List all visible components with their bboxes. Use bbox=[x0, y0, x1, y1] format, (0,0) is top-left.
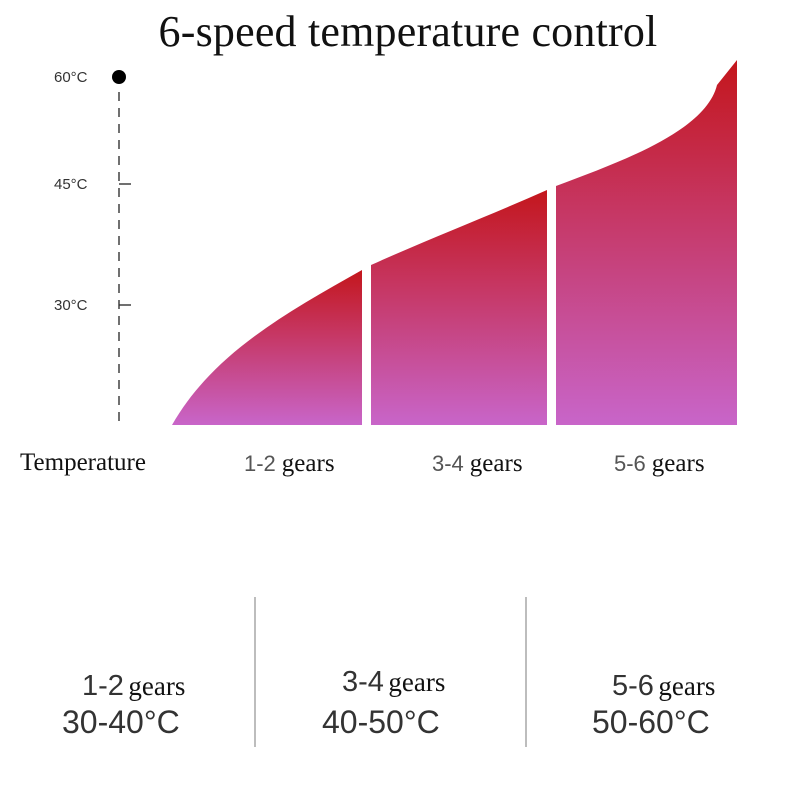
range-gear-label: 5-6 gears bbox=[612, 670, 715, 703]
x-category-word: gears bbox=[470, 450, 523, 477]
range-temperature: 40-50°C bbox=[322, 704, 440, 740]
range-gear-label: 1-2 gears bbox=[82, 670, 185, 703]
range-gear-number: 5-6 bbox=[612, 670, 654, 702]
y-tick-label: 30°C bbox=[54, 297, 88, 314]
range-divider bbox=[254, 597, 256, 747]
area-segment bbox=[556, 60, 737, 425]
x-category-label: 5-6 gears bbox=[614, 450, 705, 477]
y-tick-label: 45°C bbox=[54, 176, 88, 193]
range-gear-word: gears bbox=[658, 671, 716, 701]
x-axis-title: Temperature bbox=[20, 449, 146, 476]
x-category-number: 1-2 bbox=[244, 451, 276, 476]
area-segment bbox=[371, 190, 547, 425]
chart-title: 6-speed temperature control bbox=[158, 7, 658, 56]
range-gear-number: 1-2 bbox=[82, 670, 124, 702]
range-card-5-6: 5-6 gears 50-60°C bbox=[592, 670, 800, 760]
x-category-label: 3-4 gears bbox=[432, 450, 523, 477]
range-divider bbox=[525, 597, 527, 747]
range-card-1-2: 1-2 gears 30-40°C bbox=[62, 670, 332, 760]
x-category-label: 1-2 gears bbox=[244, 450, 335, 477]
area-segment bbox=[172, 270, 362, 425]
y-tick-label: 60°C bbox=[54, 69, 88, 86]
range-gear-number: 3-4 bbox=[342, 666, 384, 698]
y-axis-top-dot bbox=[112, 70, 126, 84]
x-category-number: 5-6 bbox=[614, 451, 646, 476]
range-temperature: 30-40°C bbox=[62, 704, 180, 740]
range-gear-word: gears bbox=[128, 671, 186, 701]
range-gear-word: gears bbox=[388, 667, 446, 697]
range-gear-label: 3-4 gears bbox=[342, 666, 445, 699]
range-card-3-4: 3-4 gears 40-50°C bbox=[322, 666, 592, 760]
range-temperature: 50-60°C bbox=[592, 704, 710, 740]
x-category-number: 3-4 bbox=[432, 451, 464, 476]
x-category-word: gears bbox=[282, 450, 335, 477]
x-category-word: gears bbox=[652, 450, 705, 477]
